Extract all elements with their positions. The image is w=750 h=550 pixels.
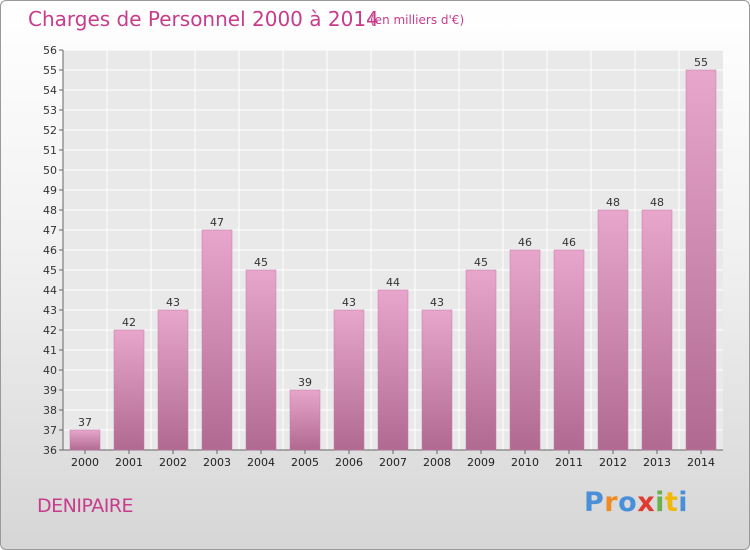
y-tick-label: 53	[43, 104, 57, 117]
x-tick-label: 2000	[71, 456, 99, 469]
y-tick-label: 44	[43, 284, 57, 297]
x-tick-label: 2012	[599, 456, 627, 469]
bar-value-label: 46	[562, 236, 576, 249]
logo-letter: o	[618, 487, 638, 518]
y-tick-label: 48	[43, 204, 57, 217]
y-tick-label: 37	[43, 424, 57, 437]
logo-letter: t	[664, 487, 679, 518]
x-tick-label: 2008	[423, 456, 451, 469]
bar-value-label: 43	[430, 296, 444, 309]
x-tick-label: 2014	[687, 456, 715, 469]
bar	[421, 309, 453, 451]
bar-value-label: 47	[210, 216, 224, 229]
bar	[333, 309, 365, 451]
bar	[465, 269, 497, 451]
bar-value-label: 48	[606, 196, 620, 209]
y-tick-label: 55	[43, 64, 57, 77]
x-tick-label: 2005	[291, 456, 319, 469]
x-tick-label: 2006	[335, 456, 363, 469]
y-tick-label: 43	[43, 304, 57, 317]
x-tick-label: 2010	[511, 456, 539, 469]
logo-letter: x	[637, 487, 656, 518]
bar	[509, 249, 541, 451]
commune-name: DENIPAIRE	[37, 495, 134, 517]
y-tick-label: 56	[43, 44, 57, 57]
proxiti-logo: Proxiti	[584, 487, 688, 518]
y-tick-label: 42	[43, 324, 57, 337]
y-tick-label: 47	[43, 224, 57, 237]
bar	[597, 209, 629, 451]
chart-title: Charges de Personnel 2000 à 2014	[28, 7, 379, 31]
bar-value-label: 46	[518, 236, 532, 249]
bar	[641, 209, 673, 451]
logo-letter: r	[604, 487, 619, 518]
y-tick-label: 49	[43, 184, 57, 197]
logo-letter: P	[584, 487, 605, 518]
bar	[69, 429, 101, 451]
y-tick-label: 52	[43, 124, 57, 137]
bar-value-label: 48	[650, 196, 664, 209]
y-tick-label: 40	[43, 364, 57, 377]
y-tick-label: 41	[43, 344, 57, 357]
x-tick-label: 2002	[159, 456, 187, 469]
bar-value-label: 55	[694, 56, 708, 69]
y-tick-label: 46	[43, 244, 57, 257]
bar-value-label: 45	[254, 256, 268, 269]
bar-value-label: 39	[298, 376, 312, 389]
y-tick-label: 51	[43, 144, 57, 157]
bar	[245, 269, 277, 451]
bar	[685, 69, 717, 451]
bar	[157, 309, 189, 451]
x-tick-label: 2013	[643, 456, 671, 469]
logo-letter: i	[678, 487, 689, 518]
x-tick-label: 2004	[247, 456, 275, 469]
y-tick-label: 39	[43, 384, 57, 397]
bar-value-label: 44	[386, 276, 400, 289]
x-tick-label: 2011	[555, 456, 583, 469]
chart-subtitle: (en milliers d'€)	[370, 13, 465, 27]
y-tick-label: 54	[43, 84, 57, 97]
x-tick-label: 2009	[467, 456, 495, 469]
bar	[553, 249, 585, 451]
bar	[289, 389, 321, 451]
x-tick-label: 2007	[379, 456, 407, 469]
y-tick-label: 50	[43, 164, 57, 177]
bar-value-label: 43	[166, 296, 180, 309]
bar	[201, 229, 233, 451]
bar	[113, 329, 145, 451]
bar-value-label: 37	[78, 416, 92, 429]
y-tick-label: 45	[43, 264, 57, 277]
logo-letter: i	[655, 487, 665, 518]
bar-value-label: 45	[474, 256, 488, 269]
bar-value-label: 43	[342, 296, 356, 309]
y-tick-label: 38	[43, 404, 57, 417]
x-tick-label: 2003	[203, 456, 231, 469]
bar-value-label: 42	[122, 316, 136, 329]
y-tick-label: 36	[43, 444, 57, 457]
x-tick-label: 2001	[115, 456, 143, 469]
bar	[377, 289, 409, 451]
